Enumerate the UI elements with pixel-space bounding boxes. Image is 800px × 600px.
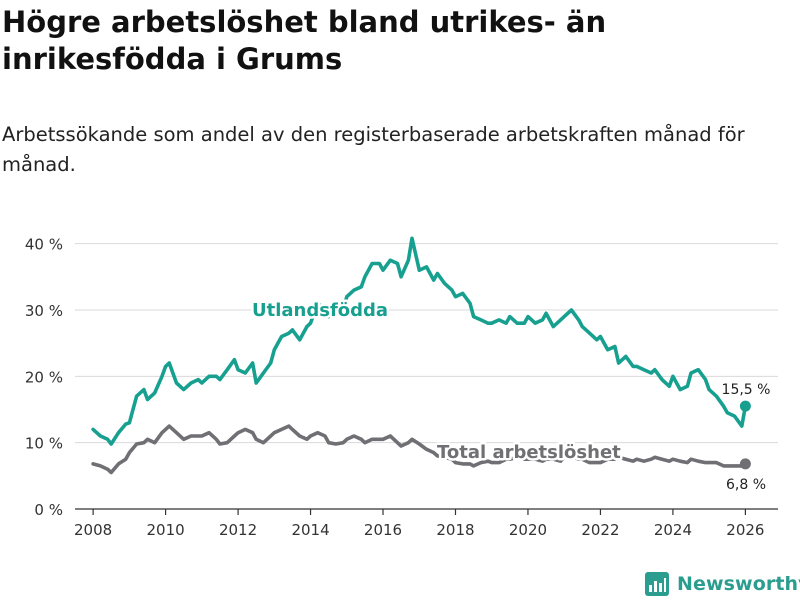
x-tick-label: 2024 — [654, 521, 692, 539]
x-tick-label: 2026 — [726, 521, 764, 539]
end-value-label-utlandsfodda: 15,5 % — [722, 382, 771, 398]
series-line-total — [91, 424, 748, 475]
x-tick-label: 2012 — [219, 521, 257, 539]
y-tick-label: 40 % — [25, 236, 63, 254]
x-tick-label: 2010 — [146, 521, 184, 539]
end-value-label-total: 6,8 % — [726, 477, 766, 493]
y-tick-label: 0 % — [34, 501, 63, 519]
y-tick-label: 20 % — [25, 368, 63, 386]
gridlines — [75, 243, 778, 444]
series-label-total: Total arbetslöshet — [437, 442, 621, 463]
x-axis: 2008 2010 2012 2014 2016 2018 2020 2022 2024 2026 — [74, 508, 778, 539]
series-lines — [91, 236, 751, 475]
chart-subtitle: Arbetssökande som andel av den registerb… — [2, 123, 745, 176]
series-line-utlandsfodda — [91, 236, 748, 446]
x-tick-label: 2014 — [291, 521, 329, 539]
x-tick-label: 2022 — [581, 521, 619, 539]
series-labels: Utlandsfödda Total arbetslöshet 15,5 % 6,8 … — [250, 298, 771, 494]
brand-name: Newsworthy — [677, 573, 800, 595]
x-tick-label: 2020 — [509, 521, 547, 539]
y-tick-label: 10 % — [25, 435, 63, 453]
y-axis-ticks: 0 % 10 % 20 % 30 % 40 % — [25, 236, 63, 519]
newsworthy-brand: Newsworthy — [645, 569, 800, 599]
x-tick-label: 2018 — [436, 521, 474, 539]
x-tick-label: 2008 — [74, 521, 112, 539]
x-tick-label: 2016 — [364, 521, 402, 539]
y-tick-label: 30 % — [25, 302, 63, 320]
chart-title: Högre arbetslöshet bland utrikes- än inr… — [2, 5, 607, 76]
newsworthy-logo-icon — [645, 572, 669, 596]
series-label-utlandsfodda: Utlandsfödda — [252, 300, 388, 321]
series-end-marker — [739, 400, 751, 412]
series-end-marker — [739, 458, 751, 470]
